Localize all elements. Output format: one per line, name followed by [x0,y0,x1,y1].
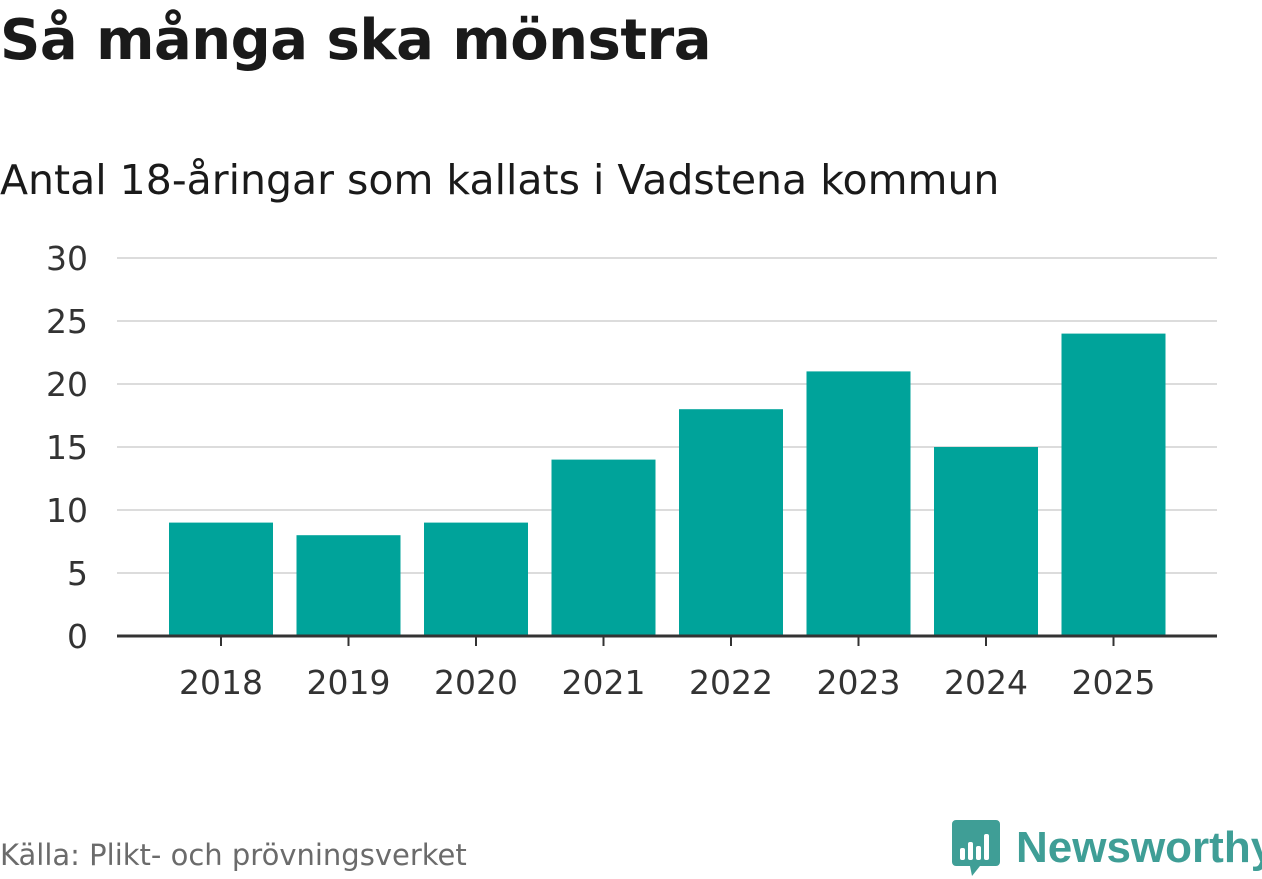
brand-name: Newsworthy [1016,823,1262,872]
bar-2024 [934,447,1038,636]
chart-title: Så många ska mönstra [0,8,712,73]
y-tick-label-10: 10 [46,491,88,530]
chart-subtitle: Antal 18-åringar som kallats i Vadstena … [0,156,1000,204]
y-tick-label-20: 20 [46,365,88,404]
source-note: Källa: Plikt- och prövningsverket [0,838,467,872]
y-tick-label-15: 15 [46,428,88,467]
x-tick-label-2020: 2020 [434,663,518,702]
x-tick-label-2019: 2019 [307,663,391,702]
y-tick-label-0: 0 [67,617,88,656]
x-tick-label-2018: 2018 [179,663,263,702]
bar-2022 [679,409,783,636]
bar-2018 [169,522,273,636]
y-tick-label-25: 25 [46,302,88,341]
x-tick-label-2025: 2025 [1072,663,1156,702]
bar-2025 [1061,333,1166,636]
x-tick-label-2023: 2023 [817,663,901,702]
y-tick-label-30: 30 [46,239,88,278]
bar-2021 [551,459,656,636]
brand-logo: Newsworthy [950,818,1262,878]
x-tick-label-2021: 2021 [562,663,646,702]
x-tick-label-2024: 2024 [944,663,1028,702]
x-tick-label-2022: 2022 [689,663,773,702]
bar-chart-speech-bubble-icon [952,820,1000,876]
bar-2023 [806,371,911,636]
y-tick-label-5: 5 [67,554,88,593]
bar-2019 [296,535,401,636]
bar-2020 [424,522,528,636]
